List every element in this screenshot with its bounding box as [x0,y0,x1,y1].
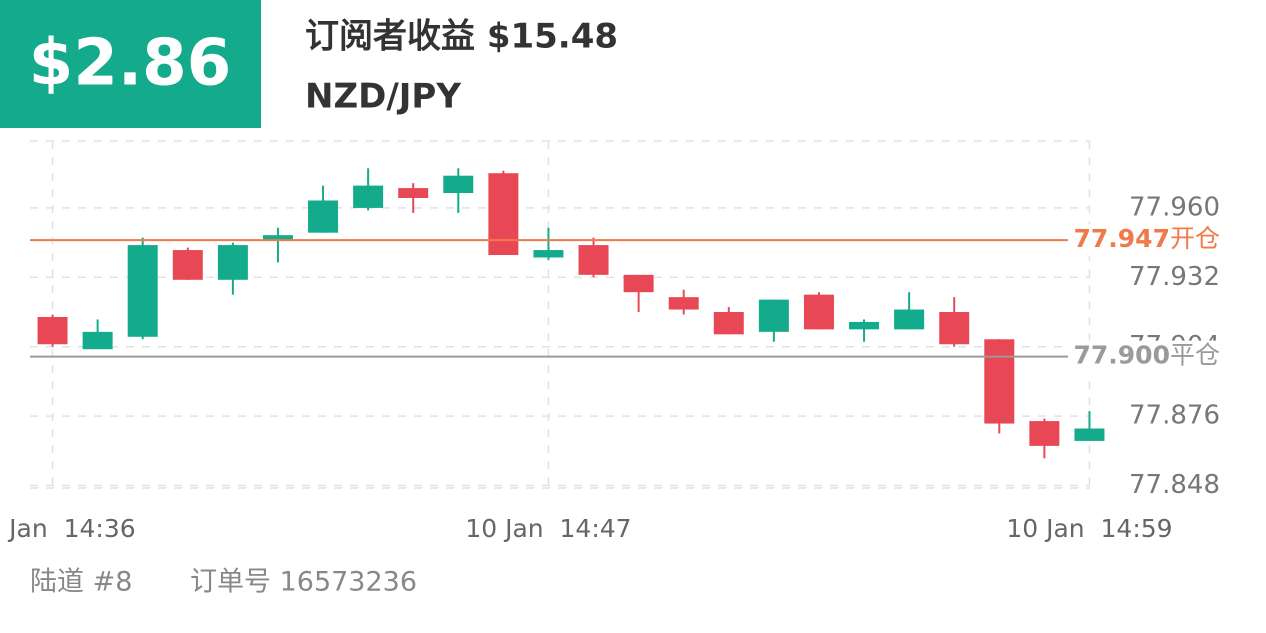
y-tick-label: 77.960 [1129,192,1220,222]
candle-body [1074,428,1105,441]
candle-body [443,175,474,194]
reference-label: 77.900平仓 [1074,341,1221,370]
candle-body [713,312,744,335]
x-tick-label: 10 Jan 14:47 [465,514,631,543]
x-tick-label: 10 Jan 14:59 [1006,514,1172,543]
candle-body [894,309,925,330]
x-tick-label: 10 Jan 14:36 [0,514,136,543]
candle-body [37,316,68,345]
candle-body [172,250,203,280]
candle-body [488,173,519,256]
candle-body [578,245,609,275]
profit: $2.86 [29,27,231,101]
candle-body [668,297,699,310]
reference-label: 77.947开仓 [1074,224,1221,253]
candle-body [308,200,339,233]
y-tick-label: 77.876 [1129,401,1220,431]
reference-name: 平仓 [1170,341,1220,370]
reference-name: 开仓 [1170,224,1220,253]
candle-body [533,250,564,258]
candle-body [623,274,654,293]
reference-value: 77.900 [1074,341,1170,370]
title: 订阅者收益 $15.48 [305,17,618,57]
profit-badge [0,0,261,128]
order-number: 订单号 16573236 [190,567,417,598]
candle-body [217,245,248,280]
candle-body [1029,421,1060,446]
reference-label-bg [1068,224,1228,257]
candle-body [353,185,384,208]
candle-body [984,339,1015,424]
reference-label-bg [1068,340,1228,373]
channel: 陆道 #8 [30,567,132,598]
candle-body [758,299,789,332]
candle-body [262,235,293,241]
y-tick-label: 77.848 [1129,470,1220,500]
candle-body [803,294,834,330]
y-tick-label: 77.932 [1129,262,1220,292]
reference-value: 77.947 [1074,224,1170,253]
candle-body [398,188,429,199]
candle-body [849,321,880,330]
candle-body [82,331,113,350]
candle-body [127,245,158,337]
symbol: NZD/JPY [305,77,461,117]
candle-body [939,312,970,345]
